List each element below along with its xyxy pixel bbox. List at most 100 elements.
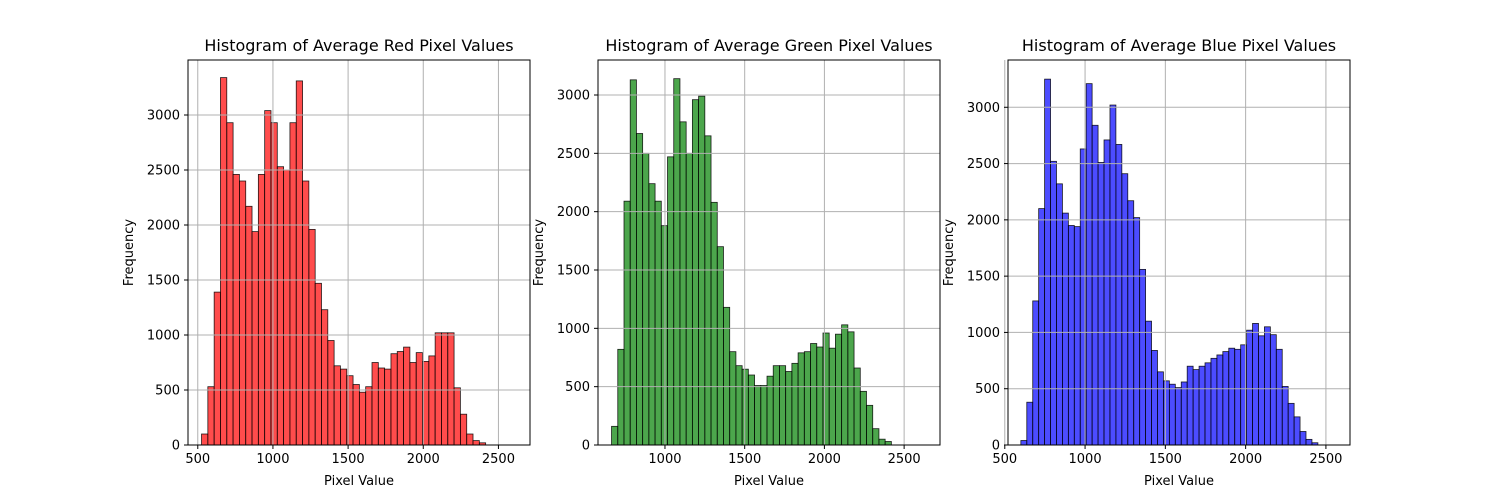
red-bar (333, 365, 341, 446)
blue-bar (1044, 78, 1051, 446)
green-bar (835, 333, 843, 446)
red-bar (434, 332, 442, 446)
green-xtick-label: 1500 (728, 452, 761, 467)
green-x-axis-label: Pixel Value (734, 474, 804, 489)
green-bar (667, 156, 675, 446)
green-bar (741, 368, 749, 446)
blue-bar (1264, 326, 1271, 446)
green-bar (735, 365, 743, 446)
green-bar (884, 441, 892, 446)
green-bar (779, 365, 787, 446)
green-histogram-panel: 1000 1500 2000 2500 0 500 1000 1500 2000 2500 3000… (532, 36, 941, 489)
red-bar (232, 173, 240, 446)
blue-bar (1168, 383, 1176, 446)
blue-ytick-label: 1500 (967, 270, 1000, 285)
blue-bar (1198, 365, 1206, 446)
green-bar (679, 121, 687, 446)
blue-bar (1258, 335, 1265, 446)
red-bar (396, 351, 404, 446)
blue-ytick-label: 500 (975, 382, 1000, 397)
blue-bar (1050, 160, 1057, 446)
blue-bar (1234, 348, 1242, 446)
blue-ytick-label: 2000 (967, 213, 1000, 228)
green-ytick-label: 1500 (557, 264, 590, 279)
red-ytick-label: 500 (155, 384, 180, 399)
blue-xtick-label: 2500 (1309, 452, 1342, 467)
blue-bar (1145, 320, 1152, 446)
green-xtick-label: 1000 (648, 452, 681, 467)
green-bar (791, 362, 799, 446)
blue-bar (1180, 381, 1188, 446)
blue-bar (1275, 348, 1283, 446)
blue-bar (1299, 431, 1307, 446)
green-bar (822, 332, 830, 446)
red-bar (251, 231, 259, 446)
green-xtick-label: 2500 (888, 452, 921, 467)
red-bar (283, 169, 291, 446)
blue-bar (1115, 144, 1123, 446)
green-bar (691, 99, 700, 446)
red-ytick-label: 2000 (147, 219, 180, 234)
green-ytick-label: 500 (565, 380, 590, 395)
blue-bar (1032, 300, 1040, 446)
red-ytick-label: 2500 (147, 164, 180, 179)
green-ytick-label: 0 (582, 439, 590, 454)
green-y-axis-label: Frequency (532, 219, 547, 286)
blue-bars (1020, 78, 1319, 446)
red-bar (340, 368, 348, 446)
red-bar (453, 387, 461, 446)
red-y-axis-label: Frequency (122, 219, 137, 286)
blue-chart-title: Histogram of Average Blue Pixel Values (1022, 36, 1336, 55)
green-bar (729, 351, 737, 446)
green-bar (716, 246, 724, 446)
blue-bar (1216, 354, 1224, 446)
green-ytick-label: 1000 (557, 322, 590, 337)
blue-bar (1020, 440, 1028, 446)
blue-bar (1091, 124, 1099, 446)
blue-histogram-panel: 500 1000 1500 2000 2500050010001500200025003… (942, 36, 1351, 489)
red-x-axis-label: Pixel Value (324, 474, 394, 489)
red-bar (289, 122, 297, 446)
red-bar (257, 173, 266, 446)
red-bar (245, 205, 253, 446)
blue-bar (1026, 401, 1034, 446)
red-bar (403, 346, 411, 446)
red-bar (270, 122, 278, 446)
green-bar (617, 348, 625, 446)
red-bar (308, 228, 316, 446)
red-bar (365, 386, 373, 446)
blue-bar (1269, 334, 1277, 446)
red-xtick-label: 2000 (407, 452, 440, 467)
red-bar (390, 353, 398, 446)
red-bar (327, 340, 335, 446)
blue-bar (1210, 357, 1218, 446)
blue-axes-frame (1007, 59, 1351, 446)
red-bar (384, 368, 392, 446)
green-bar (660, 225, 668, 446)
green-chart-title: Histogram of Average Green Pixel Values (605, 36, 932, 55)
green-ytick-label: 2000 (557, 205, 590, 220)
green-bar (859, 390, 867, 446)
green-bar (816, 346, 824, 446)
blue-bar (1121, 173, 1129, 446)
green-bar (772, 365, 780, 446)
red-ytick-label: 0 (172, 439, 180, 454)
blue-bar (1085, 83, 1093, 446)
red-bar (302, 180, 310, 446)
green-bar (685, 152, 693, 446)
blue-bar (1139, 268, 1147, 446)
green-bars (611, 78, 892, 446)
red-bar (358, 391, 367, 446)
blue-bar (1204, 362, 1212, 446)
red-bar (352, 384, 360, 446)
green-bar (754, 385, 762, 446)
blue-bar (1056, 183, 1063, 446)
red-chart-title: Histogram of Average Red Pixel Values (204, 36, 513, 55)
blue-bar (1109, 104, 1117, 446)
green-bar (803, 351, 811, 446)
red-bar (428, 355, 436, 446)
green-bar (654, 200, 662, 446)
green-bar (747, 374, 755, 446)
blue-bar (1067, 225, 1075, 446)
